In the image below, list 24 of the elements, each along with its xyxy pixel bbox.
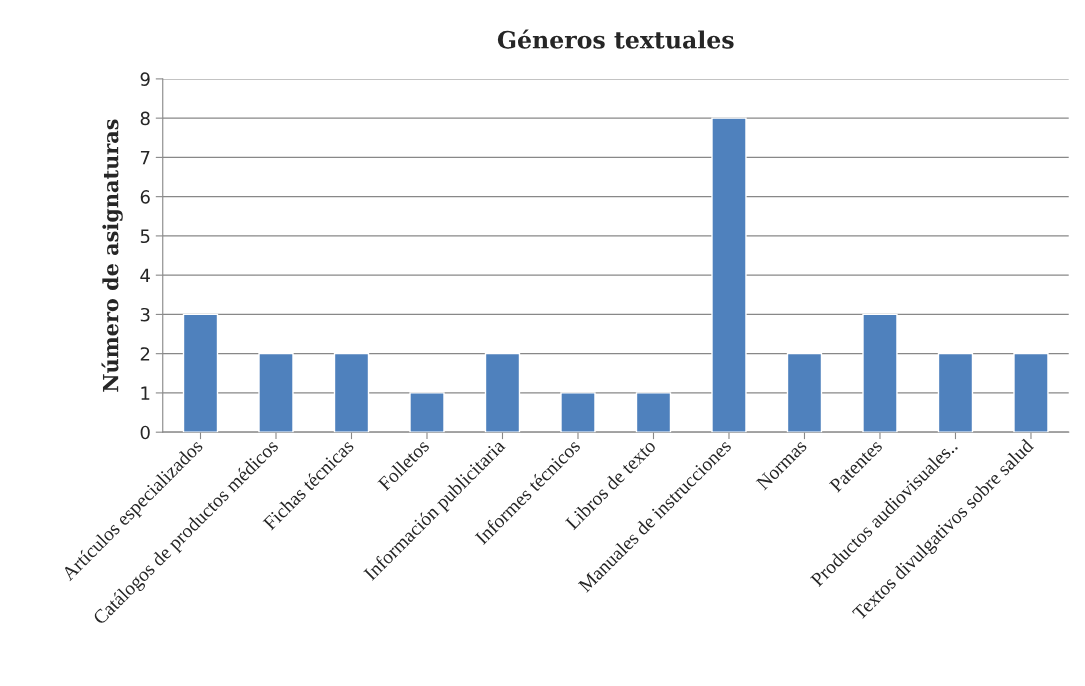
y-tick-label: 3 — [140, 307, 150, 322]
y-tick-label: 7 — [140, 151, 150, 165]
bar — [937, 352, 974, 433]
bar — [333, 352, 370, 433]
bar — [258, 352, 294, 433]
y-tick-label: 9 — [140, 72, 150, 87]
y-axis-title: Número de asignaturas — [101, 119, 123, 392]
bar — [862, 313, 898, 433]
y-tick-label: 2 — [140, 347, 150, 361]
y-tick-label: 5 — [140, 229, 150, 244]
bar — [182, 313, 219, 433]
y-tick-label: 4 — [140, 268, 150, 283]
bar — [484, 352, 521, 433]
bar — [409, 392, 445, 433]
y-tick-label: 8 — [140, 111, 150, 126]
y-tick-label: 6 — [140, 190, 150, 204]
y-tick-label: 1 — [141, 386, 150, 400]
bar — [1013, 352, 1049, 433]
y-tick-label: 0 — [140, 425, 150, 440]
chart-title: Géneros textuales — [497, 29, 734, 49]
bar — [711, 117, 747, 433]
bar — [560, 392, 596, 433]
bar — [635, 392, 672, 433]
bar — [786, 352, 823, 433]
